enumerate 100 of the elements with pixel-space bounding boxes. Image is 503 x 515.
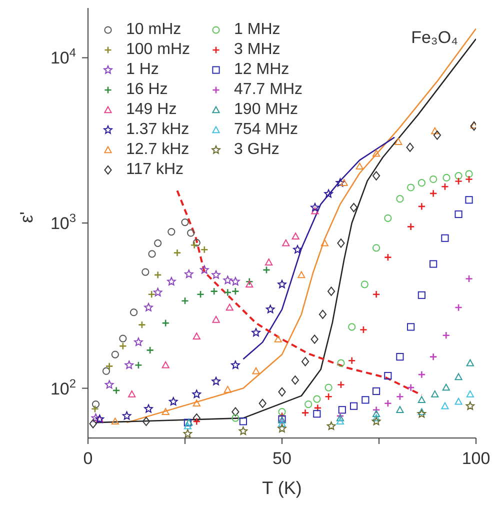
point (184, 422, 192, 430)
point (338, 406, 346, 414)
point (430, 175, 438, 184)
point (429, 352, 438, 361)
point (466, 359, 474, 366)
point (293, 245, 302, 254)
point (465, 170, 473, 178)
point (232, 414, 240, 422)
point (298, 271, 306, 278)
legend-label: 12 MHz (234, 61, 290, 79)
point (102, 367, 110, 375)
point (418, 202, 426, 210)
point (210, 287, 218, 296)
point (406, 384, 415, 392)
point (311, 207, 319, 214)
point (112, 386, 120, 394)
point (324, 392, 333, 401)
point (148, 290, 156, 298)
point (183, 429, 192, 438)
point (396, 392, 404, 401)
legend-label: 1 Hz (126, 61, 159, 79)
point (162, 361, 170, 368)
point (384, 253, 392, 262)
point (245, 278, 254, 286)
point (301, 356, 310, 366)
point (192, 390, 202, 398)
point (184, 270, 194, 278)
point (441, 402, 449, 410)
point (134, 361, 142, 370)
point (265, 258, 273, 266)
point (372, 406, 380, 414)
x-tick-label: 50 (272, 449, 292, 468)
point (466, 401, 475, 410)
point (142, 268, 150, 276)
point (119, 334, 127, 342)
point (454, 398, 462, 405)
point (224, 288, 232, 296)
legend-label: 3 GHz (234, 141, 280, 159)
point (278, 408, 286, 416)
legend-label: 10 mHz (126, 21, 182, 39)
point (372, 244, 380, 252)
point (396, 406, 404, 414)
legend-label: 12.7 kHz (126, 141, 190, 159)
point (232, 407, 240, 416)
point (310, 202, 320, 212)
point (384, 399, 392, 408)
point (301, 408, 310, 417)
point (431, 390, 439, 398)
point (278, 420, 286, 427)
point (138, 320, 146, 329)
point (324, 189, 333, 198)
point (154, 270, 162, 279)
point (181, 218, 189, 226)
point (348, 323, 356, 331)
y-tick-label: 10$^{3}$ (50, 211, 76, 233)
point (224, 386, 232, 393)
point (466, 390, 474, 398)
point (454, 304, 462, 312)
point (212, 270, 220, 279)
annotation: Fe₃O₄ (411, 28, 458, 48)
point (192, 413, 200, 423)
point (212, 376, 220, 386)
point (168, 397, 178, 406)
point (417, 409, 426, 418)
point (168, 228, 176, 236)
legend-label: 190 MHz (234, 101, 298, 119)
point (396, 353, 404, 361)
legend-label: 3 MHz (234, 41, 280, 59)
point (111, 350, 119, 358)
point (350, 202, 358, 212)
point (231, 360, 240, 369)
point (258, 398, 266, 408)
point (384, 214, 392, 222)
point (118, 342, 127, 350)
point (162, 319, 170, 328)
point (162, 408, 170, 415)
point (122, 411, 132, 420)
point (104, 380, 114, 389)
point (324, 384, 332, 392)
point (223, 276, 232, 284)
point (372, 414, 380, 422)
y-tick-label: 10$^{4}$ (50, 46, 76, 68)
y-tick-label: 10$^{2}$ (50, 376, 76, 398)
point (313, 410, 321, 418)
point (356, 162, 364, 170)
point (418, 179, 426, 187)
point (111, 418, 119, 425)
point (231, 276, 240, 286)
point (144, 302, 153, 312)
point (372, 150, 380, 157)
point (465, 274, 473, 283)
point (226, 304, 234, 311)
point (200, 246, 208, 254)
point (336, 418, 344, 425)
point (173, 248, 182, 257)
legend-label: 117 kHz (126, 161, 184, 179)
point (167, 276, 176, 286)
point (278, 387, 286, 397)
point (181, 296, 189, 305)
point (142, 416, 150, 426)
